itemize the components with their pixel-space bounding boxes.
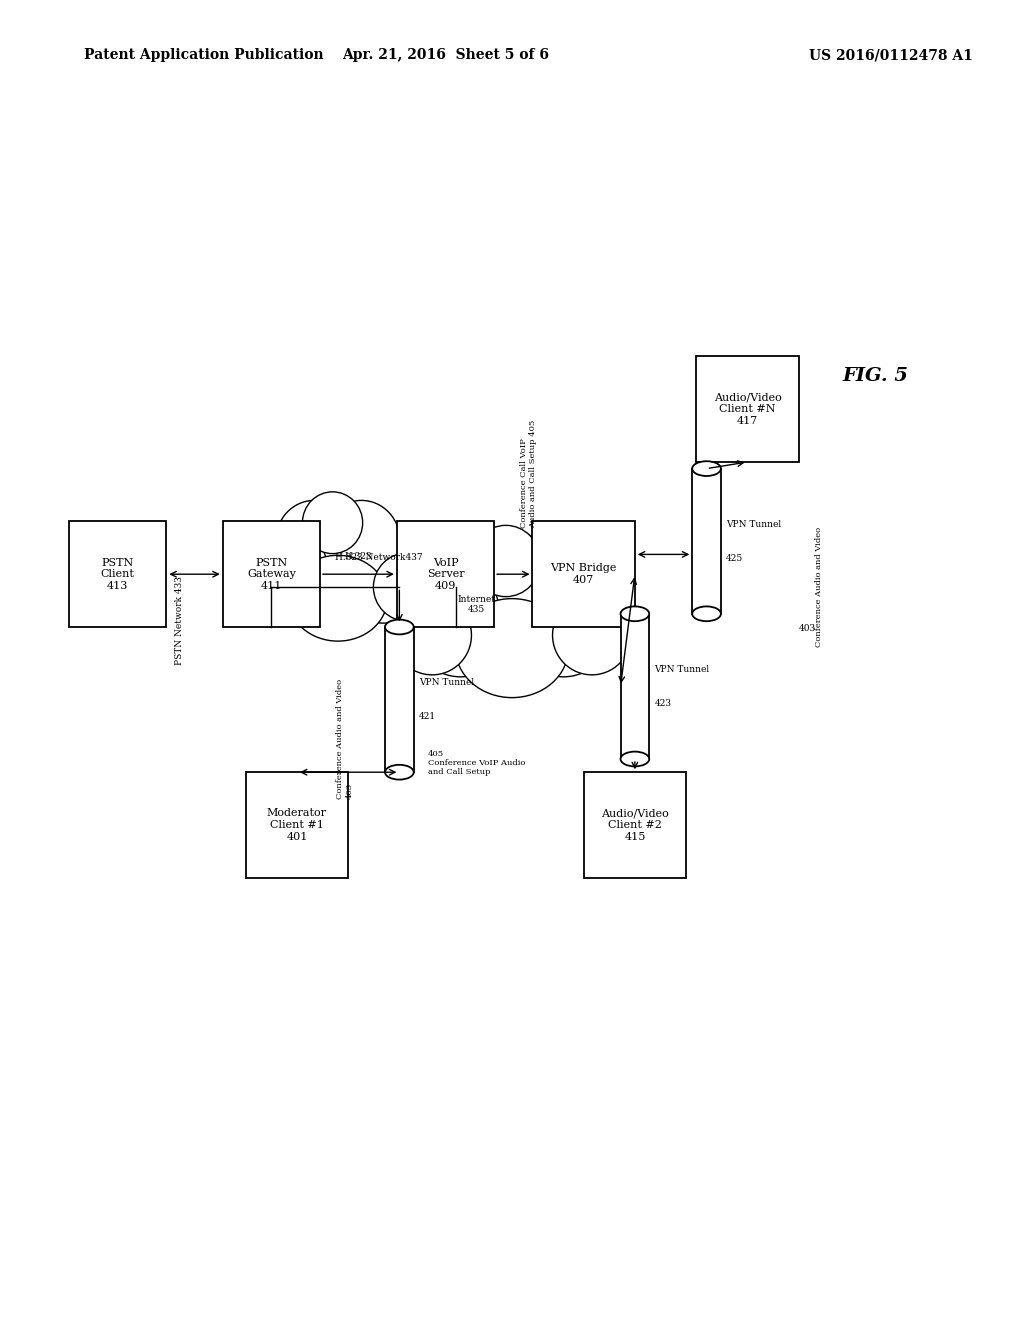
FancyBboxPatch shape: [246, 772, 348, 878]
FancyBboxPatch shape: [532, 521, 635, 627]
Ellipse shape: [440, 536, 529, 630]
Text: Apr. 21, 2016  Sheet 5 of 6: Apr. 21, 2016 Sheet 5 of 6: [342, 49, 549, 62]
FancyBboxPatch shape: [223, 521, 319, 627]
Text: VPN Bridge
407: VPN Bridge 407: [551, 564, 616, 585]
Ellipse shape: [323, 500, 400, 583]
Ellipse shape: [340, 533, 426, 623]
Ellipse shape: [275, 500, 353, 583]
Ellipse shape: [621, 751, 649, 767]
Text: Patent Application Publication: Patent Application Publication: [84, 49, 324, 62]
Bar: [385, 627, 414, 772]
Text: 405
Conference VoIP Audio
and Call Setup: 405 Conference VoIP Audio and Call Setup: [428, 750, 525, 776]
Text: Audio/Video
Client #2
415: Audio/Video Client #2 415: [601, 808, 669, 842]
Ellipse shape: [495, 536, 584, 630]
Ellipse shape: [393, 595, 471, 675]
Text: Conference Audio and Video: Conference Audio and Video: [815, 527, 823, 648]
Text: 425: 425: [726, 554, 743, 562]
Ellipse shape: [233, 553, 302, 622]
Text: VoIP
Server
409: VoIP Server 409: [427, 557, 464, 591]
Ellipse shape: [385, 619, 414, 635]
FancyBboxPatch shape: [70, 521, 166, 627]
FancyBboxPatch shape: [696, 356, 799, 462]
Text: Conference Audio and Video
403: Conference Audio and Video 403: [337, 678, 353, 800]
Text: US 2016/0112478 A1: US 2016/0112478 A1: [809, 49, 973, 62]
Ellipse shape: [514, 574, 612, 677]
Text: H.323 Network437: H.323 Network437: [335, 553, 423, 561]
Ellipse shape: [692, 606, 721, 622]
FancyBboxPatch shape: [584, 772, 686, 878]
Ellipse shape: [553, 595, 631, 675]
Ellipse shape: [692, 461, 721, 477]
Text: VPN Tunnel: VPN Tunnel: [419, 678, 474, 686]
Text: Conference Call VoIP
Audio and Call Setup 405: Conference Call VoIP Audio and Call Setu…: [520, 420, 538, 528]
Text: H.323: H.323: [345, 552, 372, 561]
Text: 423: 423: [654, 700, 672, 708]
Text: Moderator
Client #1
401: Moderator Client #1 401: [267, 808, 327, 842]
Ellipse shape: [385, 764, 414, 780]
Ellipse shape: [412, 574, 510, 677]
Text: Audio/Video
Client #N
417: Audio/Video Client #N 417: [714, 392, 781, 426]
Text: 421: 421: [419, 713, 436, 721]
Text: Internet
435: Internet 435: [457, 595, 496, 614]
Text: 403: 403: [799, 624, 815, 632]
Ellipse shape: [275, 512, 400, 636]
Text: FIG. 5: FIG. 5: [843, 367, 908, 385]
Ellipse shape: [471, 525, 541, 597]
Text: PSTN Network 433: PSTN Network 433: [175, 576, 183, 665]
Bar: [692, 469, 721, 614]
Ellipse shape: [440, 549, 584, 692]
Ellipse shape: [621, 606, 649, 622]
Ellipse shape: [456, 599, 568, 697]
Text: VPN Tunnel: VPN Tunnel: [726, 520, 781, 528]
Ellipse shape: [289, 556, 387, 642]
Ellipse shape: [374, 553, 442, 622]
FancyBboxPatch shape: [397, 521, 495, 627]
Text: VPN Tunnel: VPN Tunnel: [654, 665, 710, 673]
Ellipse shape: [302, 492, 362, 553]
Text: PSTN
Client
413: PSTN Client 413: [100, 557, 135, 591]
Bar: [621, 614, 649, 759]
Text: PSTN
Gateway
411: PSTN Gateway 411: [247, 557, 296, 591]
Ellipse shape: [250, 533, 336, 623]
